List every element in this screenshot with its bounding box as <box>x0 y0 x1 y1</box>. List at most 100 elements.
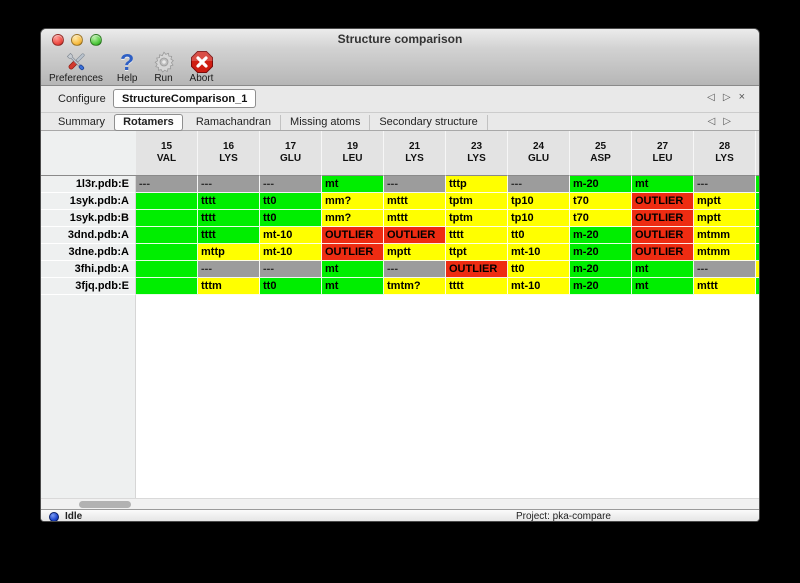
rotamer-cell[interactable] <box>756 261 759 278</box>
rotamer-cell[interactable]: --- <box>136 176 198 193</box>
rotamer-cell[interactable]: ttpt <box>446 244 508 261</box>
rotamer-cell[interactable]: mt <box>632 278 694 295</box>
rotamer-cell[interactable]: mt-10 <box>508 278 570 295</box>
rotamer-cell[interactable]: OUTLIER <box>632 210 694 227</box>
close-window-button[interactable] <box>52 34 64 46</box>
rotamer-cell[interactable]: tp10 <box>508 210 570 227</box>
rotamer-cell[interactable]: OUTLIER <box>632 244 694 261</box>
rotamer-cell[interactable]: --- <box>198 261 260 278</box>
rotamer-cell[interactable]: tttt <box>198 193 260 210</box>
rotamer-cell[interactable]: OUTLIER <box>632 193 694 210</box>
run-button[interactable]: Run <box>152 50 176 84</box>
tab-missing-atoms[interactable]: Missing atoms <box>281 114 371 130</box>
horizontal-scrollbar[interactable] <box>41 498 759 509</box>
rotamer-cell[interactable]: mt <box>632 176 694 193</box>
rotamer-cell[interactable]: mttt <box>694 278 756 295</box>
rotamer-cell[interactable]: mptt <box>694 210 756 227</box>
rotamer-cell[interactable]: m-20 <box>570 176 632 193</box>
rotamer-cell[interactable]: tttt <box>198 227 260 244</box>
rotamer-cell[interactable]: tt0 <box>508 261 570 278</box>
rotamer-cell[interactable]: tp10 <box>508 193 570 210</box>
rotamer-cell[interactable]: tttm <box>198 278 260 295</box>
next-tab-arrow-icon[interactable]: ▷ <box>723 116 731 127</box>
rotamer-cell[interactable] <box>136 261 198 278</box>
preferences-button[interactable]: Preferences <box>49 50 103 84</box>
rotamer-cell[interactable]: --- <box>260 176 322 193</box>
tab-rotamers[interactable]: Rotamers <box>114 113 183 131</box>
rotamer-cell[interactable]: t70 <box>570 210 632 227</box>
rotamer-cell[interactable] <box>756 244 759 261</box>
rotamer-cell[interactable]: m-20 <box>570 278 632 295</box>
rotamer-cell[interactable] <box>136 227 198 244</box>
rotamer-cell[interactable] <box>756 278 759 295</box>
header-corner-cell <box>41 131 136 176</box>
rotamer-cell[interactable]: mttt <box>384 210 446 227</box>
scrollbar-thumb[interactable] <box>79 501 131 508</box>
zoom-window-button[interactable] <box>90 34 102 46</box>
tab-ramachandran[interactable]: Ramachandran <box>187 114 282 130</box>
tab-secondary-structure[interactable]: Secondary structure <box>370 114 488 130</box>
rotamer-cell[interactable]: mm? <box>322 210 384 227</box>
rotamer-cell[interactable]: tt0 <box>508 227 570 244</box>
rotamer-cell[interactable]: mt <box>322 261 384 278</box>
rotamer-cell[interactable]: m-20 <box>570 261 632 278</box>
rotamer-cell[interactable]: mt-10 <box>260 227 322 244</box>
row-label: 3fhi.pdb:A <box>41 261 136 278</box>
rotamer-cell[interactable]: mt <box>322 278 384 295</box>
rotamer-cell[interactable]: mttp <box>198 244 260 261</box>
rotamer-cell[interactable]: tt0 <box>260 278 322 295</box>
rotamer-cell[interactable] <box>756 210 759 227</box>
configure-name-field[interactable]: StructureComparison_1 <box>113 89 257 108</box>
rotamer-cell[interactable] <box>756 193 759 210</box>
rotamer-cell[interactable]: mt-10 <box>260 244 322 261</box>
rotamer-cell[interactable]: OUTLIER <box>632 227 694 244</box>
next-config-arrow-icon[interactable]: ▷ <box>722 92 731 103</box>
rotamer-cell[interactable]: --- <box>694 261 756 278</box>
rotamer-cell[interactable]: OUTLIER <box>384 227 446 244</box>
rotamer-cell[interactable]: mm? <box>322 193 384 210</box>
rotamer-cell[interactable]: --- <box>508 176 570 193</box>
rotamer-cell[interactable] <box>756 227 759 244</box>
rotamer-cell[interactable] <box>756 176 759 193</box>
rotamer-cell[interactable]: mtmm <box>694 227 756 244</box>
rotamer-cell[interactable] <box>136 278 198 295</box>
rotamer-cell[interactable]: tt0 <box>260 210 322 227</box>
rotamer-cell[interactable]: --- <box>198 176 260 193</box>
titlebar[interactable]: Structure comparison <box>41 29 759 49</box>
rotamer-cell[interactable]: tttp <box>446 176 508 193</box>
rotamer-cell[interactable]: mt-10 <box>508 244 570 261</box>
prev-tab-arrow-icon[interactable]: ◁ <box>707 116 716 127</box>
rotamer-cell[interactable]: m-20 <box>570 227 632 244</box>
help-button[interactable]: ? Help <box>117 50 138 85</box>
rotamer-cell[interactable]: OUTLIER <box>322 227 384 244</box>
rotamer-cell[interactable]: mptt <box>384 244 446 261</box>
tab-summary[interactable]: Summary <box>49 114 116 130</box>
rotamer-cell[interactable]: tptm <box>446 193 508 210</box>
close-config-icon[interactable]: × <box>738 91 745 103</box>
prev-config-arrow-icon[interactable]: ◁ <box>707 92 715 103</box>
rotamer-cell[interactable]: --- <box>260 261 322 278</box>
minimize-window-button[interactable] <box>71 34 83 46</box>
rotamer-cell[interactable]: tmtm? <box>384 278 446 295</box>
rotamer-cell[interactable]: tptm <box>446 210 508 227</box>
rotamer-cell[interactable] <box>136 210 198 227</box>
rotamer-cell[interactable] <box>136 193 198 210</box>
abort-button[interactable]: Abort <box>190 50 214 84</box>
rotamer-cell[interactable]: tttt <box>446 278 508 295</box>
rotamer-cell[interactable]: tt0 <box>260 193 322 210</box>
rotamer-cell[interactable] <box>136 244 198 261</box>
rotamer-cell[interactable]: mptt <box>694 193 756 210</box>
rotamer-cell[interactable]: tttt <box>198 210 260 227</box>
rotamer-cell[interactable]: m-20 <box>570 244 632 261</box>
rotamer-cell[interactable]: t70 <box>570 193 632 210</box>
rotamer-cell[interactable]: OUTLIER <box>446 261 508 278</box>
rotamer-cell[interactable]: mt <box>322 176 384 193</box>
rotamer-cell[interactable]: mttt <box>384 193 446 210</box>
rotamer-cell[interactable]: --- <box>384 176 446 193</box>
rotamer-cell[interactable]: --- <box>694 176 756 193</box>
rotamer-cell[interactable]: OUTLIER <box>322 244 384 261</box>
rotamer-cell[interactable]: tttt <box>446 227 508 244</box>
rotamer-cell[interactable]: mtmm <box>694 244 756 261</box>
rotamer-cell[interactable]: --- <box>384 261 446 278</box>
rotamer-cell[interactable]: mt <box>632 261 694 278</box>
